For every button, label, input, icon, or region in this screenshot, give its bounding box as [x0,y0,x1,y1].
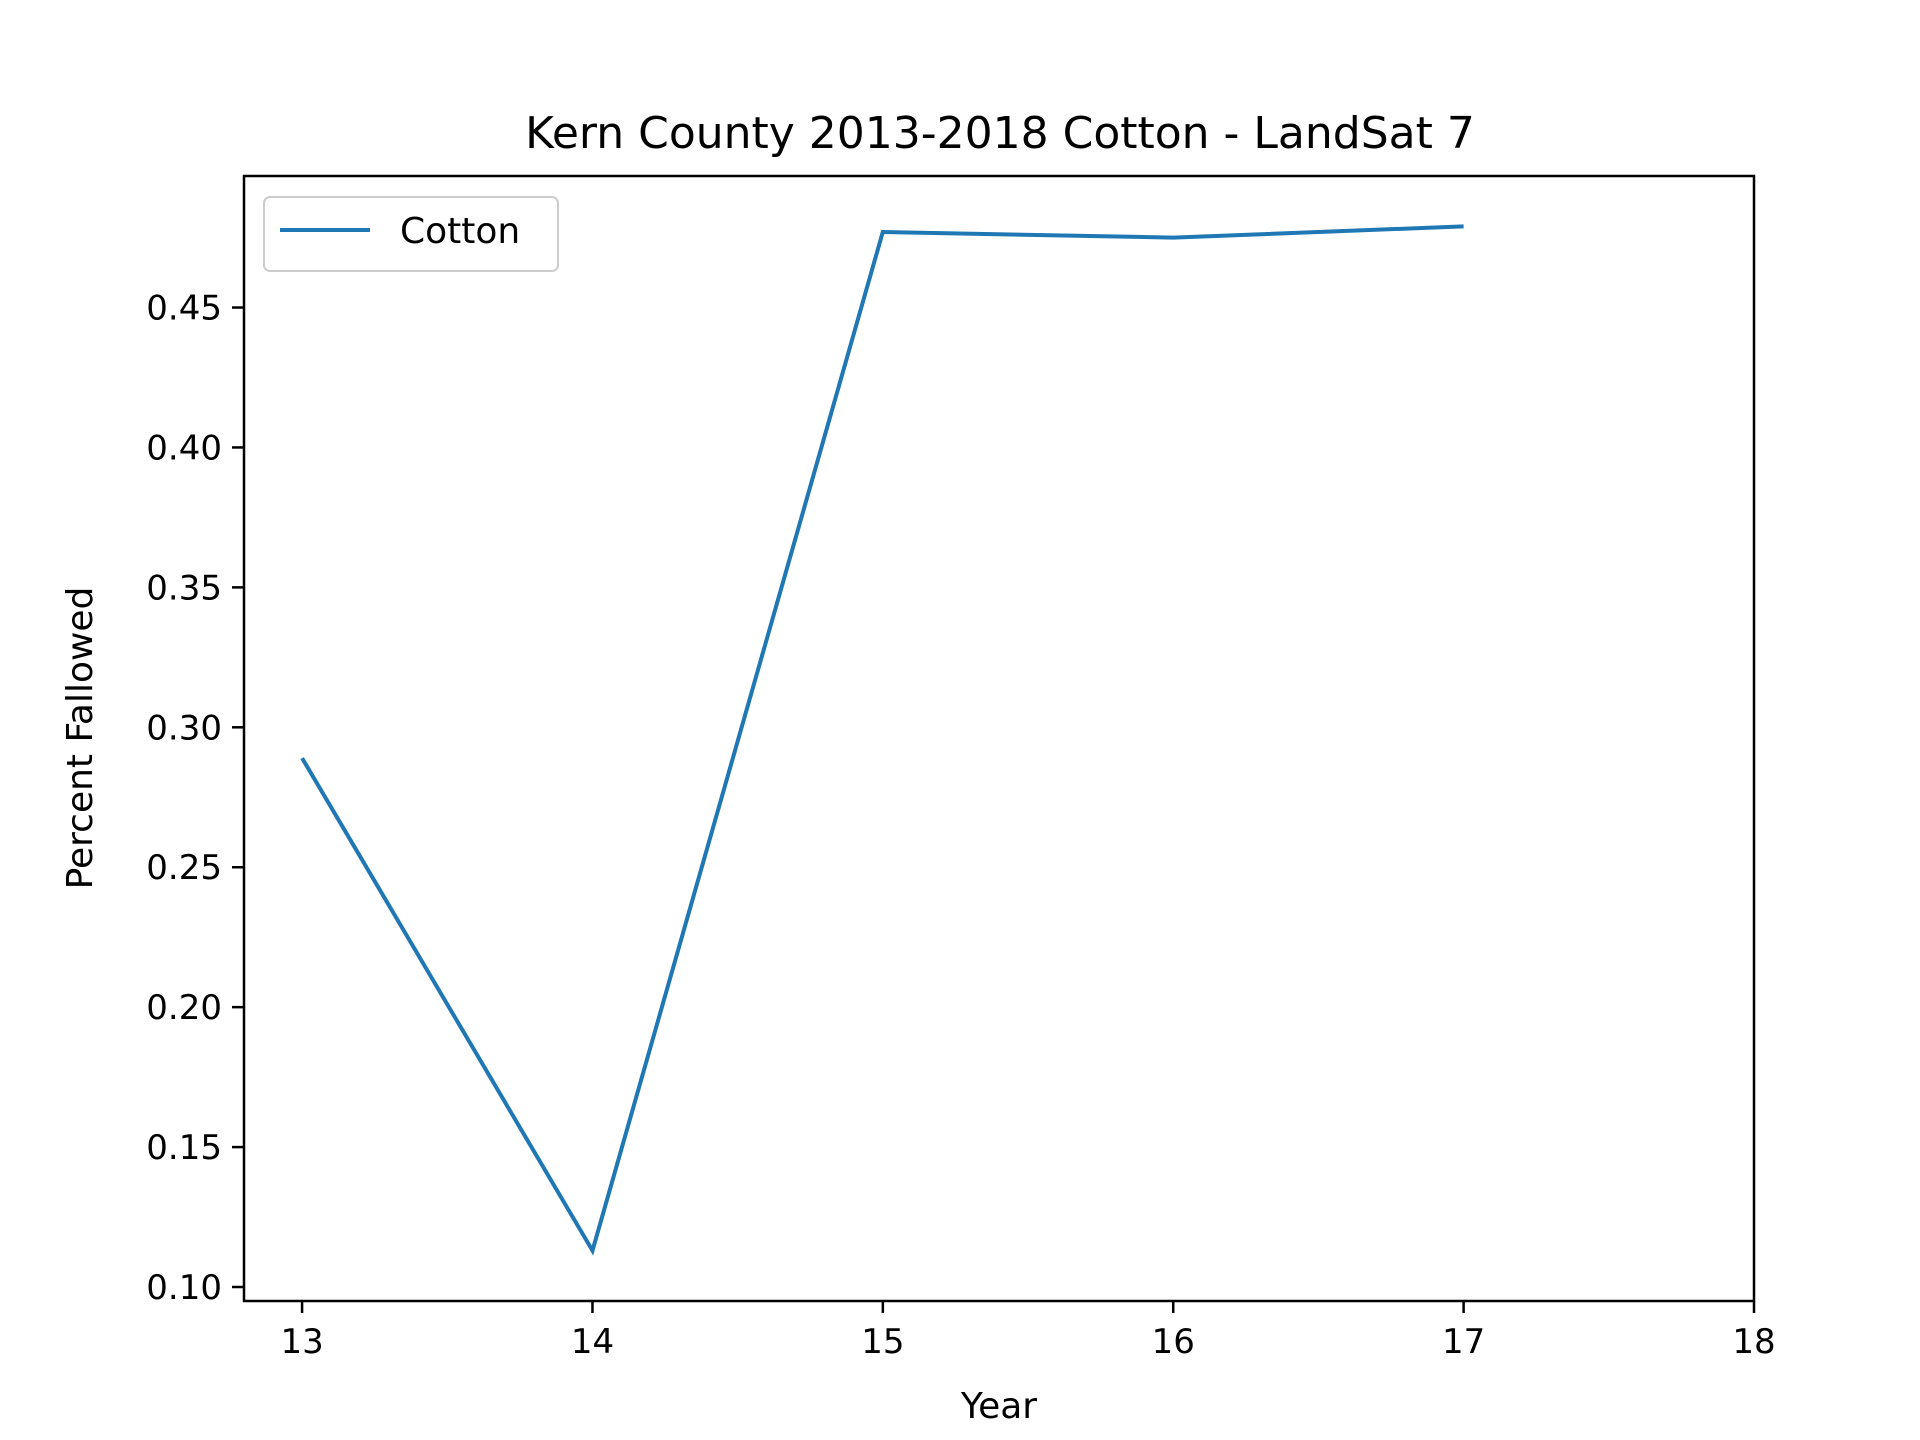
y-tick-label: 0.25 [146,848,222,888]
chart-title: Kern County 2013-2018 Cotton - LandSat 7 [525,108,1475,159]
y-tick-label: 0.35 [146,568,222,608]
y-tick-label: 0.10 [146,1268,222,1308]
x-tick-label: 17 [1442,1322,1485,1362]
x-tick-label: 16 [1152,1322,1195,1362]
y-tick-label: 0.40 [146,428,222,468]
x-axis-label: Year [960,1386,1037,1427]
x-tick-label: 13 [280,1322,323,1362]
y-tick-label: 0.20 [146,988,222,1028]
y-tick-label: 0.15 [146,1128,222,1168]
y-axis: 0.10 0.15 0.20 0.25 0.30 0.35 0.40 0.45 [146,289,244,1308]
y-tick-label: 0.30 [146,708,222,748]
x-tick-label: 18 [1732,1322,1775,1362]
legend-label-cotton: Cotton [400,211,520,252]
series-layer [300,224,1464,1256]
legend: Cotton [263,196,559,272]
legend-box [263,196,559,272]
plot-area [242,174,1756,1303]
y-tick-label: 0.45 [146,289,222,329]
x-axis: 13 14 15 16 17 18 [280,1301,1776,1362]
x-tick-label: 15 [861,1322,904,1362]
x-tick-label: 14 [571,1322,614,1362]
y-axis-label: Percent Fallowed [60,587,101,890]
